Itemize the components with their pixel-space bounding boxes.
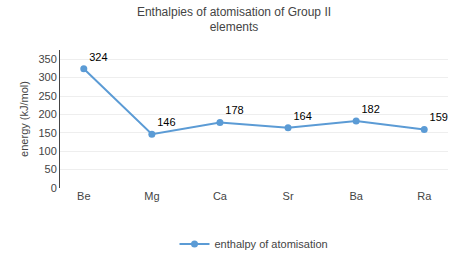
svg-text:250: 250 [38,90,56,102]
svg-text:100: 100 [38,145,56,157]
svg-text:159: 159 [430,111,448,123]
svg-text:Ca: Ca [213,190,228,202]
svg-text:Sr: Sr [283,190,294,202]
svg-text:178: 178 [225,104,243,116]
svg-text:146: 146 [157,116,175,128]
svg-text:Be: Be [77,190,90,202]
svg-text:enthalpy of atomisation: enthalpy of atomisation [215,238,328,250]
svg-text:Ba: Ba [349,190,363,202]
svg-text:350: 350 [38,53,56,65]
svg-text:Ra: Ra [417,190,432,202]
svg-text:324: 324 [89,51,107,63]
svg-text:164: 164 [293,110,311,122]
svg-text:50: 50 [45,163,57,175]
svg-text:150: 150 [38,127,56,139]
svg-text:Enthalpies of atomisation of G: Enthalpies of atomisation of Group IIele… [137,5,331,35]
svg-text:300: 300 [38,71,56,83]
svg-text:182: 182 [362,103,380,115]
svg-text:energy (kJ/mol): energy (kJ/mol) [18,81,30,157]
svg-text:200: 200 [38,108,56,120]
svg-text:Mg: Mg [144,190,159,202]
svg-text:0: 0 [51,182,57,194]
